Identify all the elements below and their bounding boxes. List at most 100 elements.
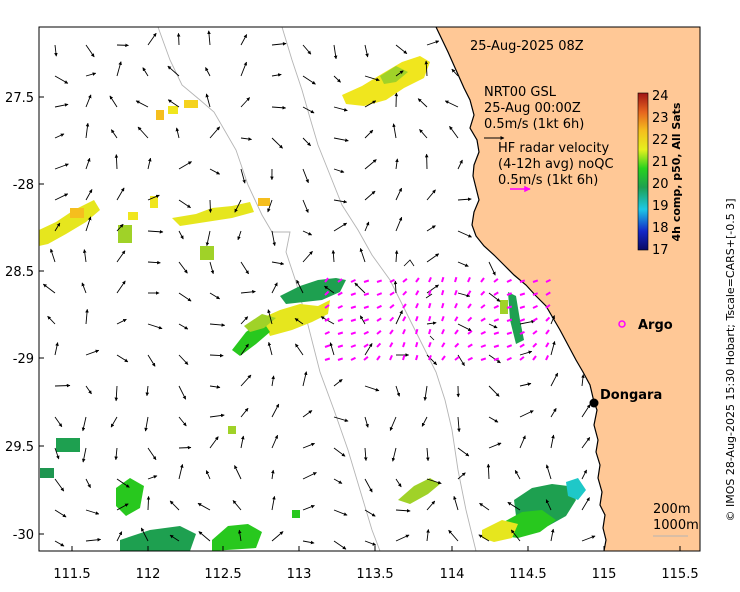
radar-vector [363, 318, 370, 322]
current-arrow [54, 383, 71, 388]
current-arrow [234, 465, 242, 480]
current-arrow [395, 44, 408, 55]
current-arrow [271, 282, 278, 294]
radar-vector [415, 277, 420, 283]
radar-vector [493, 278, 499, 283]
current-arrow [302, 75, 316, 85]
current-arrow [581, 404, 591, 418]
current-arrow [392, 123, 397, 139]
current-arrow [550, 434, 555, 449]
land-mass [436, 27, 700, 551]
colorbar-gradient [637, 92, 649, 251]
current-arrow [82, 249, 87, 263]
current-arrow [234, 199, 242, 213]
radar-vector [467, 356, 473, 361]
current-arrow [178, 354, 189, 365]
radar-vector [350, 278, 356, 283]
current-arrow [519, 410, 534, 418]
radar-vector [337, 318, 344, 322]
current-arrow [267, 309, 273, 325]
current-arrow [240, 290, 256, 294]
current-arrow [457, 416, 461, 433]
current-arrow [85, 44, 95, 58]
colorbar-tick: 18 [652, 221, 669, 236]
current-arrow [324, 285, 335, 294]
radar-vector [337, 357, 344, 361]
current-arrow [178, 161, 192, 170]
current-arrow [333, 137, 349, 142]
x-tick-label: 112.5 [204, 567, 241, 582]
radar-vector [350, 318, 357, 322]
current-arrow [426, 40, 440, 46]
current-arrow [426, 253, 440, 263]
current-arrow [294, 318, 304, 325]
radar-vector [389, 278, 395, 283]
radar-vector [480, 290, 486, 296]
current-arrow [479, 502, 490, 511]
current-arrow [333, 44, 338, 60]
x-axis: 111.5 112 112.5 113 113.5 114 114.5 115 … [53, 546, 699, 582]
current-arrow [178, 199, 191, 209]
radar-vector [363, 356, 369, 361]
current-arrow [302, 106, 315, 114]
current-arrow [147, 323, 163, 330]
current-arrow [178, 261, 188, 274]
radar-vector [454, 342, 460, 348]
current-arrow [116, 478, 130, 488]
current-arrow [85, 72, 97, 77]
current-arrow [395, 534, 410, 542]
current-arrow [116, 61, 122, 77]
current-arrow [54, 75, 69, 84]
current-arrow [240, 34, 248, 46]
radar-vector [519, 318, 526, 322]
current-arrow [391, 447, 397, 462]
radar-vector [389, 304, 395, 309]
current-arrow [333, 222, 348, 232]
current-arrow [85, 308, 89, 325]
radar-vector [480, 330, 486, 335]
radar-vector [428, 289, 432, 296]
radar-vector [428, 341, 432, 348]
radar-vector [467, 330, 473, 335]
radar-vector [467, 277, 471, 283]
current-arrow [54, 447, 60, 460]
current-arrow [205, 470, 211, 480]
current-arrow [519, 382, 532, 387]
radar-vector [376, 304, 382, 309]
current-arrow [237, 230, 242, 241]
current-arrow [176, 32, 181, 46]
radar-vector [415, 290, 420, 296]
current-arrow [333, 168, 345, 173]
current-arrow [178, 445, 192, 450]
current-arrow [364, 221, 370, 232]
radar-vector [532, 342, 538, 348]
radar-vector [480, 317, 486, 322]
current-arrow [550, 407, 557, 418]
current-arrow [426, 447, 430, 462]
current-arrow [271, 42, 287, 46]
current-arrow [333, 379, 343, 387]
current-arrow [510, 529, 521, 542]
radar-vector [519, 305, 526, 309]
radar-vector [324, 317, 330, 322]
radar-vector [428, 277, 432, 283]
current-arrow [271, 403, 280, 418]
current-arrow [178, 416, 187, 427]
current-arrow [333, 416, 349, 423]
current-arrow [240, 97, 251, 108]
current-arrow [147, 475, 158, 480]
current-arrow [426, 478, 442, 485]
radar-vector [493, 331, 500, 335]
current-arrow [488, 416, 499, 423]
current-arrow [209, 385, 221, 389]
radar-vector [415, 341, 419, 348]
current-arrow [394, 250, 399, 263]
radar-vector [337, 331, 344, 335]
current-arrow [507, 501, 521, 511]
current-arrow [519, 435, 526, 449]
current-arrow [457, 292, 471, 298]
colorbar-tick: 21 [652, 155, 669, 170]
dongara-label: Dongara [600, 388, 662, 403]
y-tick-label: -29 [13, 352, 34, 367]
